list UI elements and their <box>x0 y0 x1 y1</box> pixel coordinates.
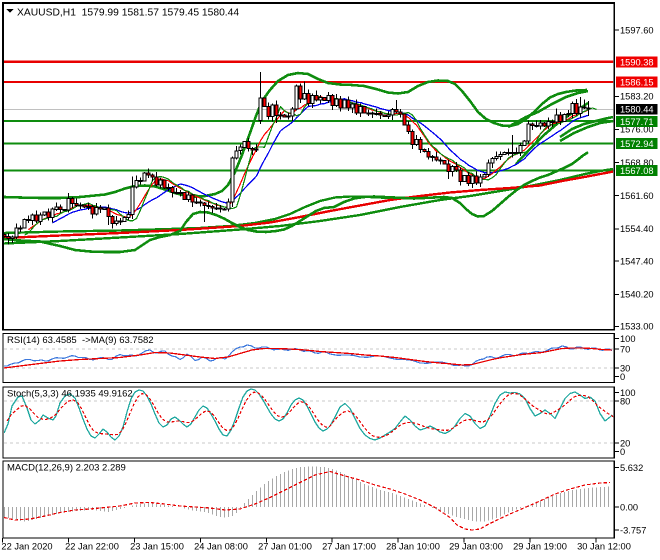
svg-text:23 Jan 15:00: 23 Jan 15:00 <box>130 542 184 552</box>
svg-text:28 Jan 10:00: 28 Jan 10:00 <box>386 542 440 552</box>
svg-text:100: 100 <box>620 388 636 398</box>
svg-text:RSI(14) 63.4585 ->MA(9) 63.75: RSI(14) 63.4585 ->MA(9) 63.7582 <box>7 335 154 346</box>
svg-text:1586.15: 1586.15 <box>620 77 654 87</box>
svg-text:30 Jan 12:00: 30 Jan 12:00 <box>577 542 631 552</box>
svg-text:-3.757: -3.757 <box>620 525 646 535</box>
svg-text:100: 100 <box>620 334 636 344</box>
svg-text:29 Jan 19:00: 29 Jan 19:00 <box>513 542 567 552</box>
svg-text:22 Jan 22:00: 22 Jan 22:00 <box>65 542 119 552</box>
svg-text:1583.20: 1583.20 <box>620 92 654 102</box>
svg-text:5.632: 5.632 <box>620 463 643 473</box>
svg-text:27 Jan 17:00: 27 Jan 17:00 <box>322 542 376 552</box>
svg-text:1567.08: 1567.08 <box>620 166 654 176</box>
svg-text:29 Jan 03:00: 29 Jan 03:00 <box>449 542 503 552</box>
svg-text:70: 70 <box>620 344 630 354</box>
svg-text:1572.94: 1572.94 <box>620 139 654 149</box>
svg-text:22 Jan 2020: 22 Jan 2020 <box>1 542 52 552</box>
svg-text:1576.00: 1576.00 <box>620 125 654 135</box>
svg-text:80: 80 <box>620 396 630 406</box>
svg-text:20: 20 <box>620 438 630 448</box>
svg-text:1554.40: 1554.40 <box>620 224 654 234</box>
svg-text:1577.71: 1577.71 <box>620 117 654 127</box>
svg-text:1540.20: 1540.20 <box>620 290 654 300</box>
svg-text:Stoch(5,3,3) 46.1935 49.9162: Stoch(5,3,3) 46.1935 49.9162 <box>7 389 133 400</box>
svg-text:1547.40: 1547.40 <box>620 256 654 266</box>
svg-text:1580.44: 1580.44 <box>620 105 654 115</box>
svg-text:0: 0 <box>620 372 625 382</box>
svg-text:30: 30 <box>620 363 630 373</box>
svg-text:1568.80: 1568.80 <box>620 158 654 168</box>
svg-text:1590.38: 1590.38 <box>620 57 654 67</box>
svg-text:1561.60: 1561.60 <box>620 191 654 201</box>
svg-text:0: 0 <box>620 447 625 457</box>
svg-text:27 Jan 01:00: 27 Jan 01:00 <box>258 542 312 552</box>
svg-text:1533.00: 1533.00 <box>620 322 654 332</box>
svg-text:MACD(12,26,9) 2.203 2.289: MACD(12,26,9) 2.203 2.289 <box>7 463 126 474</box>
svg-text:XAUUSD,H1 1579.99 1581.57 157: XAUUSD,H1 1579.99 1581.57 1579.45 1580.4… <box>17 8 239 19</box>
svg-text:1597.60: 1597.60 <box>620 25 654 35</box>
svg-text:24 Jan 08:00: 24 Jan 08:00 <box>194 542 248 552</box>
svg-text:0.00: 0.00 <box>620 502 638 512</box>
